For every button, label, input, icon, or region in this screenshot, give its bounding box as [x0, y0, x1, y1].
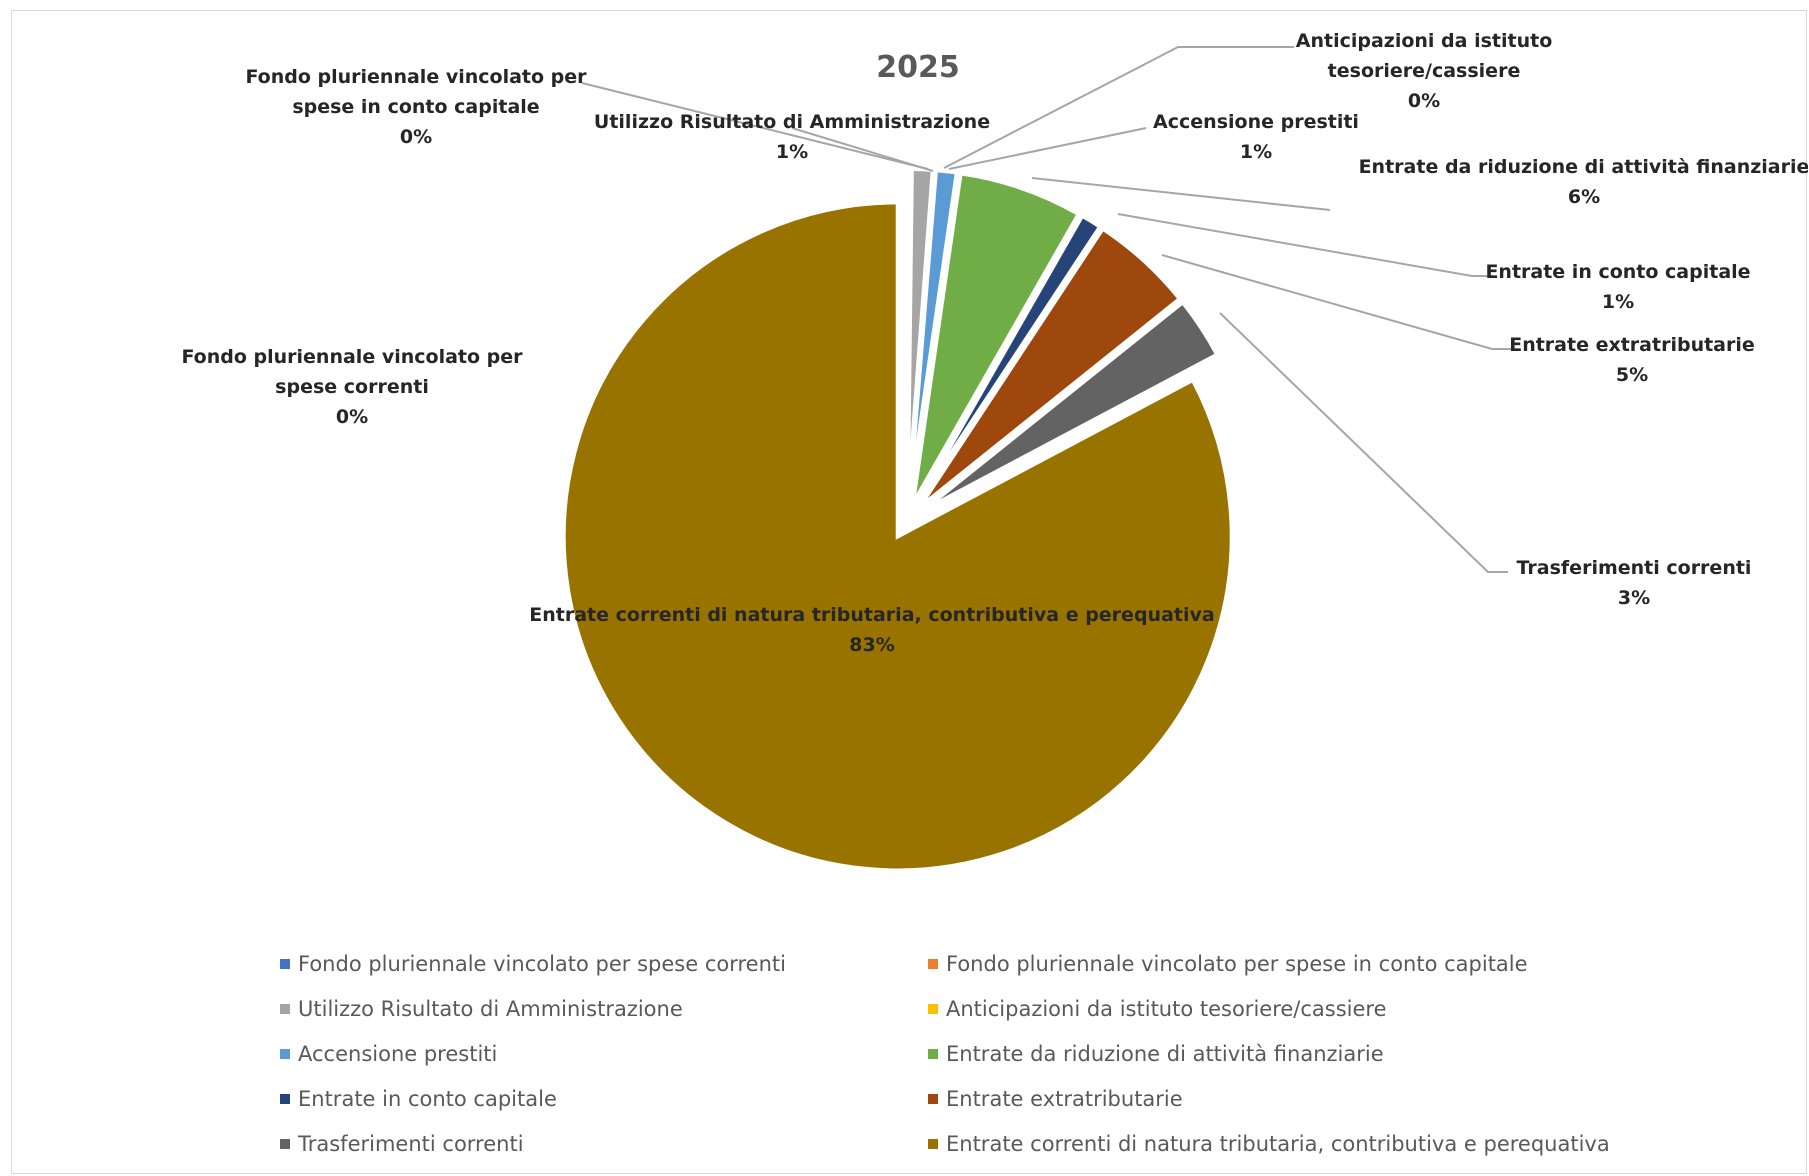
- data-label-3: Utilizzo Risultato di Amministrazione 1%: [594, 111, 990, 163]
- data-label-7: Entrate in conto capitale 1%: [1485, 261, 1750, 313]
- data-label-10: Entrate correnti di natura tributaria, c…: [529, 604, 1214, 656]
- legend-label-8: Entrate extratributarie: [946, 1087, 1183, 1111]
- pie-slice-9: [920, 299, 1220, 513]
- data-label-9: Trasferimenti correnti 3%: [1517, 557, 1752, 609]
- legend-label-6: Entrate da riduzione di attività finanzi…: [946, 1042, 1384, 1066]
- legend-swatch-4: [928, 1004, 938, 1014]
- legend-swatch-7: [280, 1094, 290, 1104]
- data-labels: Fondo pluriennale vincolato per spese cor…: [181, 30, 1808, 656]
- legend-label-3: Utilizzo Risultato di Amministrazione: [298, 997, 683, 1021]
- pie-slice-8: [917, 225, 1183, 510]
- legend-label-10: Entrate correnti di natura tributaria, c…: [946, 1132, 1610, 1156]
- legend-swatch-1: [280, 959, 290, 969]
- legend-swatch-3: [280, 1004, 290, 1014]
- leader-lines: [581, 46, 1512, 573]
- leader-line-7: [1117, 213, 1492, 277]
- pie-slice-5: [907, 168, 960, 504]
- leader-line-6: [1031, 177, 1331, 211]
- legend-label-2: Fondo pluriennale vincolato per spese in…: [946, 952, 1528, 976]
- legend-label-7: Entrate in conto capitale: [298, 1087, 557, 1111]
- pie-slice-7: [914, 212, 1103, 507]
- legend-swatch-5: [280, 1049, 290, 1059]
- leader-line-5: [948, 127, 1147, 170]
- leader-line-8: [1161, 254, 1512, 350]
- chart-area: 2025 Fondo pluriennale vincolato per spes…: [11, 10, 1808, 1174]
- legend-label-5: Accensione prestiti: [298, 1042, 497, 1066]
- legend-swatch-6: [928, 1049, 938, 1059]
- legend-swatch-9: [280, 1139, 290, 1149]
- legend-label-4: Anticipazioni da istituto tesoriere/cass…: [946, 997, 1387, 1021]
- pie-slices: [561, 166, 1234, 873]
- legend-label-1: Fondo pluriennale vincolato per spese co…: [298, 952, 786, 976]
- leader-line-2: [581, 82, 929, 170]
- data-label-6: Entrate da riduzione di attività finanzi…: [1359, 156, 1808, 208]
- leader-line-9: [1219, 312, 1508, 573]
- legend-swatch-8: [928, 1094, 938, 1104]
- data-label-5: Accensione prestiti 1%: [1153, 111, 1359, 163]
- legend-swatch-2: [928, 959, 938, 969]
- leader-line-4: [943, 46, 1294, 169]
- legend-swatch-10: [928, 1139, 938, 1149]
- data-label-8: Entrate extratributarie 5%: [1509, 334, 1755, 386]
- legend-label-9: Trasferimenti correnti: [297, 1132, 524, 1156]
- chart-title: 2025: [876, 50, 960, 85]
- pie-chart: 2025 Fondo pluriennale vincolato per spes…: [181, 30, 1808, 1156]
- legend: Fondo pluriennale vincolato per spese co…: [280, 952, 1610, 1156]
- pie-slice-6: [910, 171, 1082, 505]
- data-label-1: Fondo pluriennale vincolato per spese cor…: [181, 346, 523, 428]
- data-label-4: Anticipazioni da istituto tesoriere/cassi…: [1296, 30, 1553, 112]
- data-label-2: Fondo pluriennale vincolato per spese in …: [245, 66, 587, 148]
- pie-slice-10: [561, 200, 1234, 873]
- leader-line-3: [791, 127, 934, 172]
